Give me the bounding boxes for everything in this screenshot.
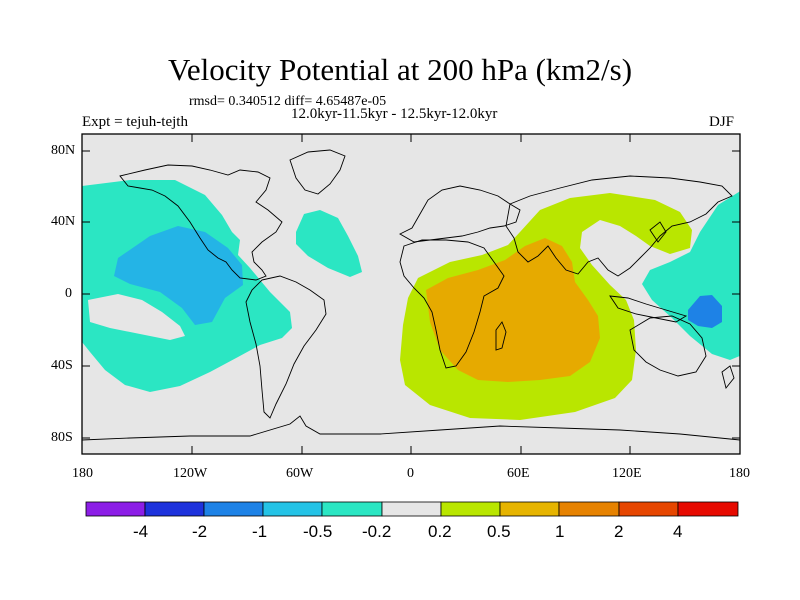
lat-label-0: 0 <box>65 286 72 301</box>
north-america-coast <box>119 164 283 281</box>
colorbar-label-4: 4 <box>673 522 683 541</box>
pacific-neutral-hole <box>88 294 185 340</box>
greenland-coast <box>289 149 346 195</box>
season-label: DJF <box>709 114 735 130</box>
colorbar-label-05: 0.5 <box>487 522 511 541</box>
colorbar-box-6 <box>381 501 442 517</box>
lon-label-0: 0 <box>407 466 414 481</box>
lon-label-180e: 180 <box>729 466 750 481</box>
stats-line: rmsd= 0.340512 diff= 4.65487e-05 <box>189 94 387 109</box>
indian-core-region <box>426 238 600 382</box>
antarctica-coast <box>82 415 740 441</box>
lat-label-80n: 80N <box>51 143 76 158</box>
new-zealand-coast <box>721 365 735 389</box>
wpacific-core-region <box>688 295 722 328</box>
colorbar-label-2: 2 <box>614 522 624 541</box>
colorbar-label-02: 0.2 <box>428 522 452 541</box>
colorbar-label-neg1: -1 <box>252 522 268 541</box>
colorbar-label-neg05: -0.5 <box>303 522 333 541</box>
australia-coast <box>629 315 707 377</box>
contour-fills <box>82 180 740 420</box>
experiment-label: Expt = tejuh-tejth <box>82 114 188 130</box>
period-line: 12.0kyr-11.5kyr - 12.5kyr-12.0kyr <box>291 106 498 122</box>
lat-label-40n: 40N <box>51 214 76 229</box>
lon-label-120e: 120E <box>612 466 642 481</box>
colorbar-box-5 <box>321 501 383 517</box>
lat-label-80s: 80S <box>51 430 73 445</box>
lon-label-120w: 120W <box>173 466 208 481</box>
europe-coast <box>399 185 521 243</box>
colorbar-label-neg02: -0.2 <box>362 522 392 541</box>
lat-ticks <box>82 150 740 439</box>
colorbar-box-4 <box>262 501 323 517</box>
colorbar-label-1: 1 <box>555 522 565 541</box>
colorbar-box-2 <box>144 501 205 517</box>
coastlines <box>82 149 740 441</box>
colorbar-box-11 <box>677 501 739 517</box>
south-america-coast <box>245 275 327 419</box>
lon-label-60e: 60E <box>507 466 530 481</box>
indonesia-coast <box>609 295 688 323</box>
colorbar-box-8 <box>499 501 560 517</box>
colorbar-box-1 <box>85 501 146 517</box>
lat-label-40s: 40S <box>51 358 73 373</box>
colorbar-box-10 <box>618 501 679 517</box>
colorbar-label-neg4: -4 <box>133 522 149 541</box>
colorbar-label-neg2: -2 <box>192 522 208 541</box>
chart-title: Velocity Potential at 200 hPa (km2/s) <box>167 52 633 87</box>
pacific-core-region <box>114 226 243 325</box>
africa-coast <box>399 239 505 369</box>
lon-label-60w: 60W <box>286 466 314 481</box>
japan-coast <box>649 221 667 243</box>
atlantic-negative-region <box>296 210 362 277</box>
asia-coast <box>505 175 733 277</box>
colorbar-box-3 <box>203 501 264 517</box>
madagascar-coast <box>495 321 507 351</box>
lon-label-180w: 180 <box>72 466 93 481</box>
colorbar-box-9 <box>558 501 620 517</box>
colorbar <box>85 501 739 517</box>
lon-ticks <box>191 134 631 454</box>
colorbar-box-7 <box>440 501 501 517</box>
